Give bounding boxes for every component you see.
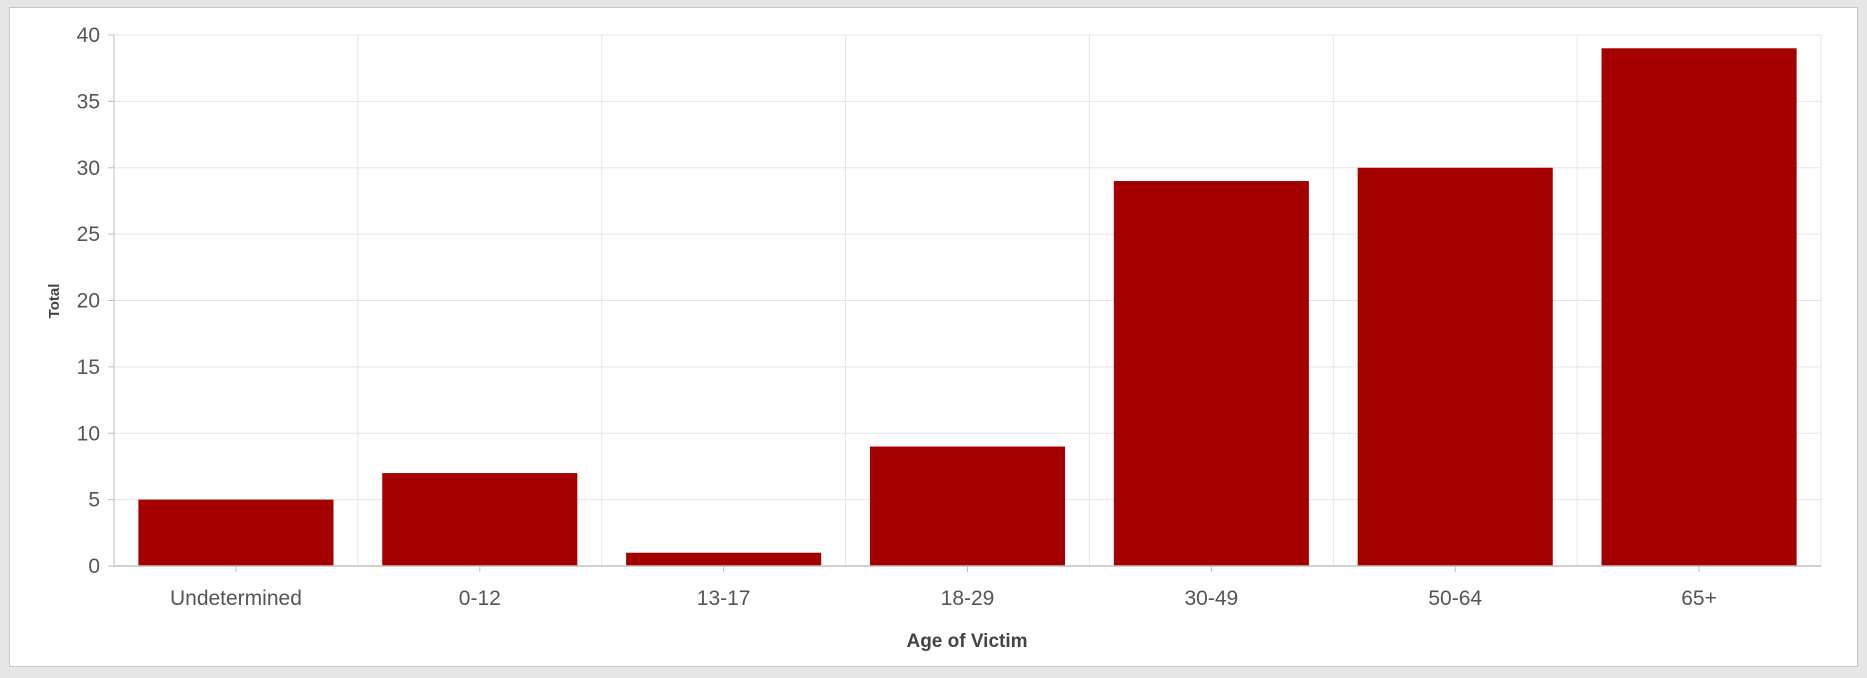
bar-30-49[interactable] [1113,181,1309,566]
y-axis-ticks: 0 5 10 15 20 25 30 35 40 [77,24,100,578]
bars [138,48,1797,566]
y-tick-label: 25 [77,223,100,246]
x-axis-title: Age of Victim [906,631,1027,652]
bar-50-64[interactable] [1357,167,1553,566]
x-tick-label: 30-49 [1184,587,1238,610]
x-tick-label: 18-29 [941,587,995,610]
bar-18-29[interactable] [869,446,1066,566]
y-tick-label: 10 [77,422,100,445]
x-axis-ticks: Undetermined 0-12 13-17 18-29 30-49 50-64 65+ [170,587,1717,610]
x-tick-label: 0-12 [459,587,501,610]
y-tick-label: 5 [88,489,100,512]
axes [108,34,1821,572]
bar-65-[interactable] [1601,48,1797,566]
x-tick-label: 13-17 [697,587,751,610]
y-tick-label: 30 [77,157,100,180]
y-tick-label: 15 [77,356,100,379]
y-tick-label: 40 [77,24,100,47]
y-tick-label: 0 [88,555,100,578]
y-tick-label: 35 [77,90,100,113]
x-tick-label: Undetermined [170,587,302,610]
bar-undetermined[interactable] [138,499,334,566]
x-tick-label: 50-64 [1428,587,1482,610]
y-tick-label: 20 [77,290,100,313]
bar-0-12[interactable] [382,473,578,566]
y-axis-title: Total [46,284,63,319]
x-tick-label: 65+ [1681,587,1717,610]
bar-13-17[interactable] [626,552,822,566]
